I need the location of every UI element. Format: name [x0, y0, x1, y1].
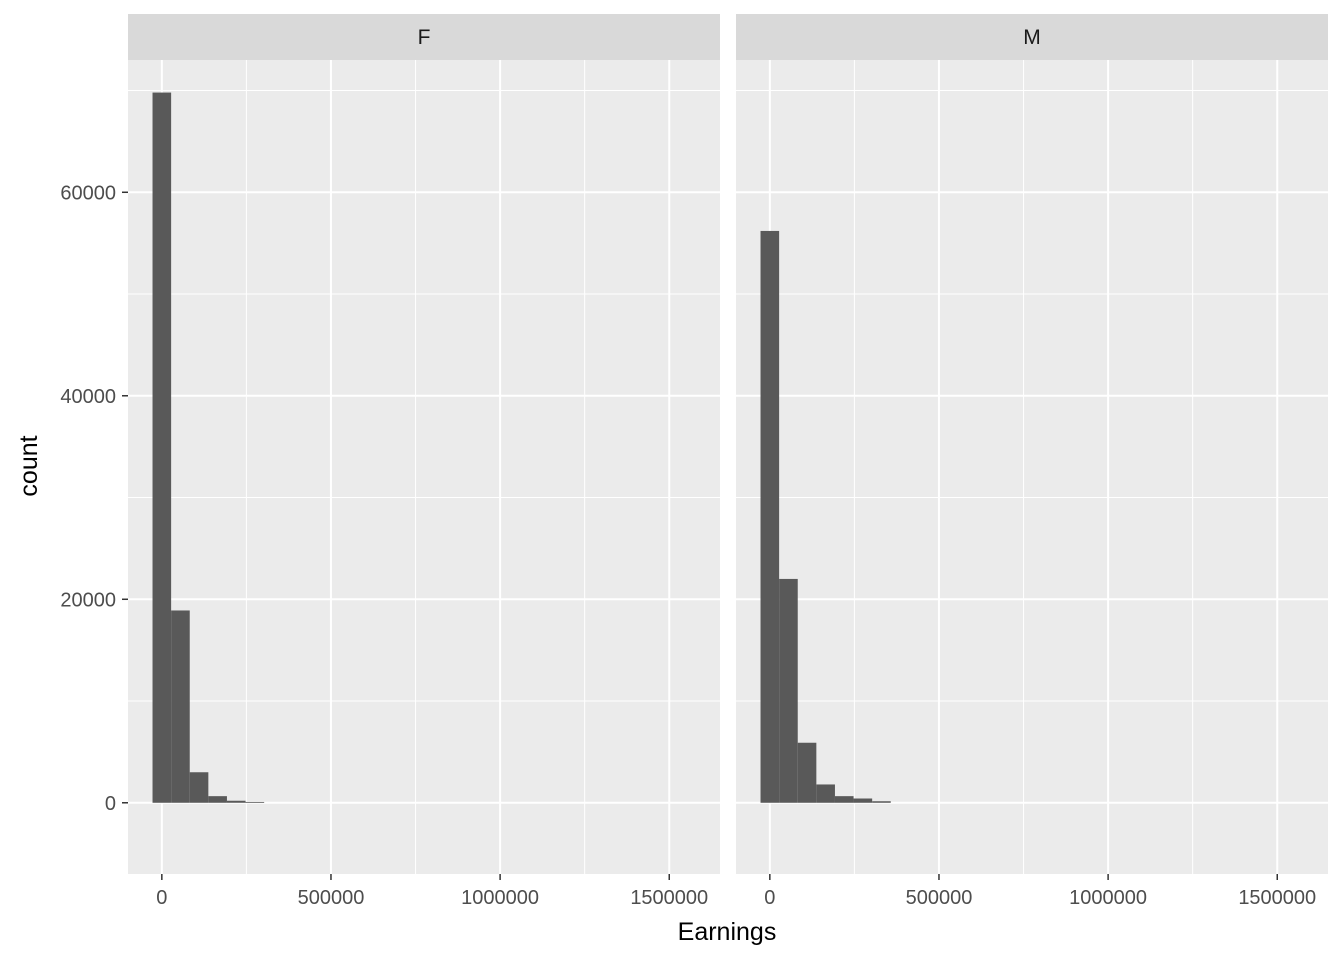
x-tick-label: 1500000 [630, 887, 708, 909]
histogram-bar [208, 796, 227, 803]
y-axis: 0 20000 40000 60000 [60, 182, 128, 815]
x-tick-label: 500000 [298, 887, 365, 909]
y-tick-label: 20000 [60, 589, 116, 611]
histogram-bar [171, 610, 190, 803]
facet-panel-F: F [128, 14, 720, 874]
facet-strip-label: M [1023, 26, 1041, 49]
histogram-bar [834, 796, 854, 803]
histogram-bar [245, 801, 265, 803]
histogram-bar [797, 742, 817, 803]
facet-panel-M: M [736, 14, 1328, 874]
facet-strip-label: F [418, 26, 431, 49]
x-axes: 0 500000 1000000 1500000 0 500000 1000000 15000… [156, 874, 1316, 909]
y-tick-label: 40000 [60, 386, 116, 408]
y-tick-label: 60000 [60, 182, 116, 204]
histogram-bar [152, 92, 172, 803]
histogram-bar [779, 578, 798, 803]
x-tick-label: 1500000 [1238, 887, 1316, 909]
histogram-bar [816, 784, 835, 803]
x-tick-label: 0 [764, 887, 775, 909]
x-tick-label: 500000 [906, 887, 973, 909]
y-tick-label: 0 [105, 793, 116, 815]
x-tick-label: 1000000 [461, 887, 539, 909]
histogram-bar [853, 798, 873, 803]
x-tick-label: 0 [156, 887, 167, 909]
facet-strip [736, 14, 1328, 60]
panel-background [128, 60, 720, 874]
x-tick-label: 1000000 [1069, 887, 1147, 909]
histogram-bar [760, 230, 780, 803]
histogram-bar [189, 772, 209, 803]
x-axis-title: Earnings [678, 918, 777, 946]
histogram-bar [872, 801, 891, 803]
facet-strip [128, 14, 720, 60]
panel-background [736, 60, 1328, 874]
histogram-bar [226, 800, 246, 803]
y-axis-title: count [15, 435, 43, 496]
